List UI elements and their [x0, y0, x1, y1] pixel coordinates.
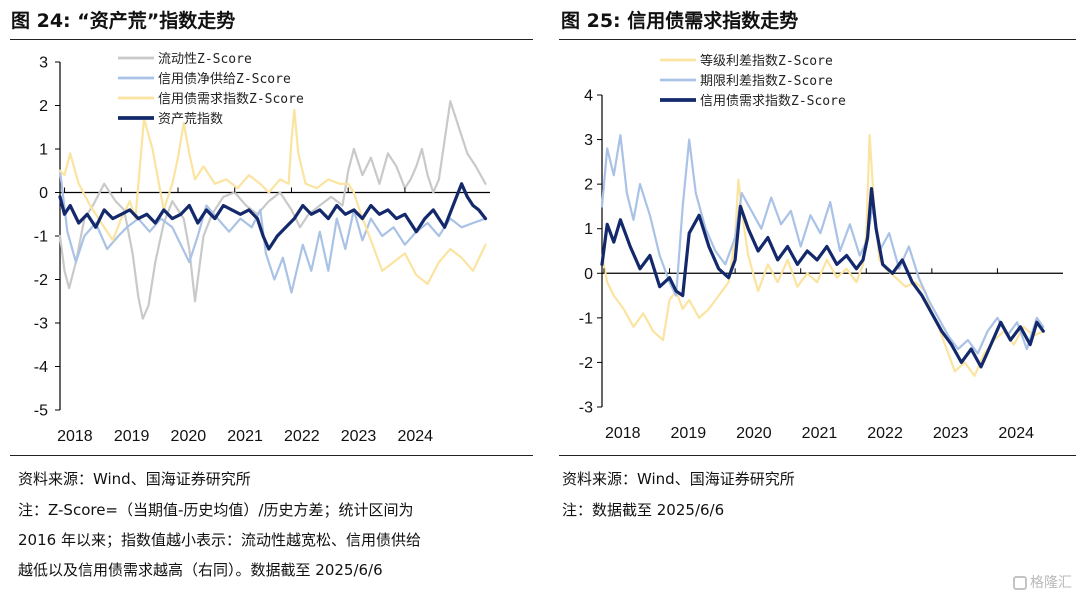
y-tick-label: -1 [34, 229, 48, 246]
legend-label-1: 流动性Z-Score [158, 52, 252, 67]
x-tick-label: 2023 [933, 425, 969, 442]
x-tick-label: 2023 [341, 428, 377, 445]
y-tick-label: 0 [39, 185, 48, 202]
y-tick-label: 1 [584, 221, 593, 238]
right-bottom-rule [559, 455, 1076, 456]
legend-label-2: 信用债净供给Z-Score [158, 72, 291, 87]
series-line-2 [58, 169, 487, 294]
x-tick-label: 2019 [114, 428, 150, 445]
y-tick-label: 4 [584, 88, 593, 105]
right-source: 资料来源：Wind、国海证券研究所 [562, 470, 795, 488]
x-tick-label: 2024 [397, 428, 433, 445]
legend-label-3: 信用债需求指数Z-Score [700, 94, 846, 109]
legend-label-2: 期限利差指数Z-Score [700, 74, 833, 89]
x-tick-label: 2022 [867, 425, 903, 442]
right-title-rule [559, 39, 1076, 40]
y-tick-label: 3 [584, 132, 593, 149]
series-line-2 [600, 134, 1045, 355]
watermark-text: 格隆汇 [1030, 575, 1072, 591]
legend-label-4: 资产荒指数 [158, 112, 223, 127]
y-tick-label: 1 [39, 142, 48, 159]
watermark: 格隆汇 [1013, 572, 1072, 592]
series-line-1 [58, 100, 487, 320]
y-tick-label: -5 [34, 403, 48, 420]
y-tick-label: -4 [34, 359, 48, 376]
y-tick-label: -2 [34, 272, 48, 289]
watermark-logo-icon [1013, 576, 1027, 590]
y-tick-label: -1 [579, 310, 593, 327]
left-bottom-rule [10, 455, 533, 456]
y-tick-label: -3 [34, 316, 48, 333]
legend-label-3: 信用债需求指数Z-Score [158, 92, 304, 107]
x-tick-label: 2021 [227, 428, 263, 445]
left-figure-title: 图 24: “资产荒”指数走势 [11, 10, 236, 32]
legend-label-1: 等级利差指数Z-Score [700, 53, 833, 69]
x-tick-label: 2022 [284, 428, 320, 445]
y-tick-label: 3 [39, 55, 48, 72]
x-tick-label: 2024 [998, 425, 1034, 442]
x-tick-label: 2020 [171, 428, 207, 445]
y-tick-label: -2 [579, 355, 593, 372]
series-line-3 [58, 108, 487, 285]
series-line-1 [600, 134, 1045, 377]
y-tick-label: -3 [579, 400, 593, 417]
left-note: 注：Z-Score=（当期值-历史均值）/历史方差；统计区间为 2016 年以来… [18, 501, 421, 579]
x-tick-label: 2020 [736, 425, 772, 442]
x-tick-label: 2018 [605, 425, 641, 442]
right-note: 注：数据截至 2025/6/6 [562, 501, 725, 519]
x-tick-label: 2018 [57, 428, 93, 445]
left-title-rule [10, 39, 533, 40]
series-line-4 [58, 182, 488, 251]
y-tick-label: 2 [39, 98, 48, 115]
right-chart: 4 3 2 1 0 -1 -2 -3 2018 2019 2020 2021 2022 2023 2024 等… [579, 53, 1063, 442]
y-tick-label: 2 [584, 177, 593, 194]
right-figure-title: 图 25: 信用债需求指数走势 [561, 10, 799, 32]
x-tick-label: 2019 [671, 425, 707, 442]
left-chart: 3 2 1 0 -1 -2 -3 -4 -5 2018 2019 2020 2021 2022 2023 20… [34, 52, 490, 445]
left-source: 资料来源：Wind、国海证券研究所 [18, 470, 251, 488]
series-line-3 [600, 187, 1045, 369]
x-tick-label: 2021 [802, 425, 838, 442]
y-tick-label: 0 [584, 266, 593, 283]
